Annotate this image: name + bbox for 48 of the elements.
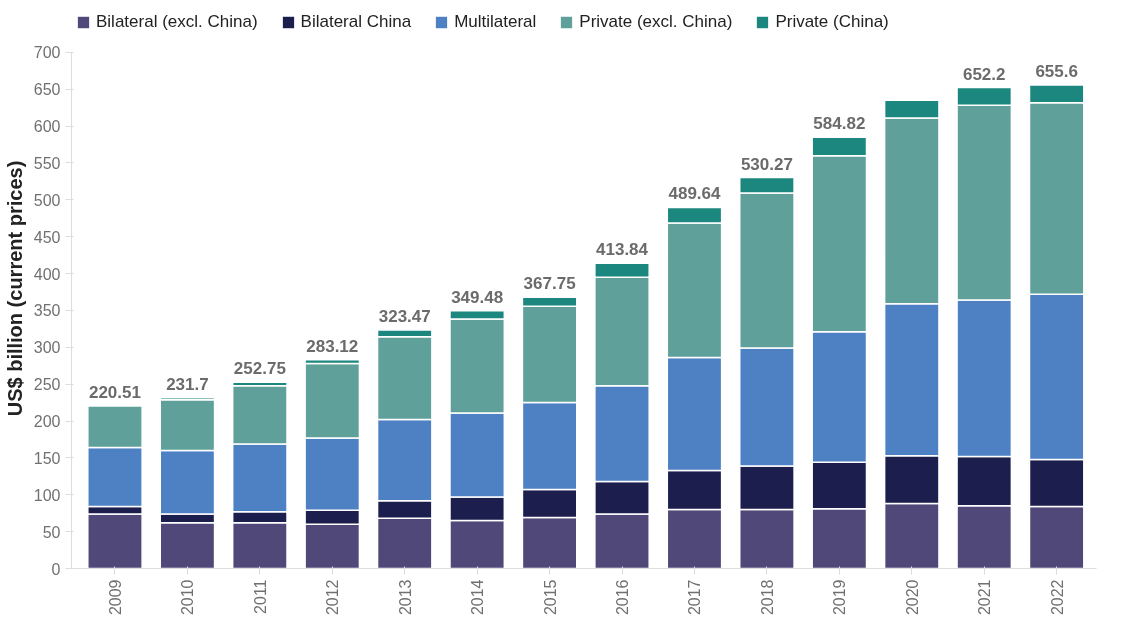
x-tick-label: 2018: [758, 579, 776, 616]
total-label: 584.82: [813, 114, 866, 134]
legend-label: Bilateral China: [300, 12, 412, 32]
legend-label: Private (excl. China): [579, 12, 733, 32]
x-tick-label: 2017: [686, 579, 704, 616]
legend-label: Multilateral: [454, 12, 537, 32]
x-tick-label: 2019: [831, 579, 849, 616]
legend-label: Bilateral (excl. China): [96, 12, 258, 32]
y-tick-label: 250: [33, 376, 61, 394]
total-label: 323.47: [378, 307, 431, 326]
total-label: 349.48: [451, 287, 504, 307]
y-tick-label: 200: [33, 413, 61, 431]
y-tick-label: 550: [33, 154, 61, 172]
y-tick-label: 350: [33, 302, 61, 320]
y-tick-label: 650: [33, 81, 61, 99]
x-tick-label: 2009: [106, 579, 124, 616]
total-label: 489.64: [668, 184, 722, 204]
x-tick-label: 2010: [179, 579, 197, 616]
total-label: 252.75: [233, 359, 286, 379]
y-tick-label: 300: [33, 339, 61, 357]
x-tick-label: 2021: [976, 579, 994, 616]
y-tick-label: 50: [42, 523, 61, 541]
y-tick-label: 700: [33, 44, 61, 62]
total-label: 413.84: [596, 240, 649, 260]
y-tick-label: 600: [33, 118, 61, 136]
legend-label: Private (China): [775, 12, 889, 32]
x-tick-label: 2014: [469, 579, 487, 616]
x-tick-label: 2020: [903, 579, 921, 616]
x-tick-label: 2012: [324, 579, 342, 616]
y-axis-title: US$ billion (current prices): [3, 160, 26, 417]
y-tick-label: 400: [33, 265, 61, 283]
total-label: 220.51: [88, 382, 141, 402]
y-tick-label: 0: [51, 560, 61, 578]
total-label: 655.6: [1035, 62, 1078, 82]
total-label: 283.12: [306, 336, 359, 356]
x-tick-label: 2016: [614, 579, 632, 616]
y-tick-label: 150: [33, 449, 61, 467]
total-label: 652.2: [962, 64, 1006, 84]
y-tick-label: 100: [33, 486, 61, 504]
total-label: 530.27: [740, 154, 793, 174]
total-label: 231.7: [166, 374, 209, 394]
x-tick-label: 2013: [396, 579, 414, 616]
x-tick-label: 2011: [251, 579, 269, 614]
y-tick-label: 500: [33, 191, 61, 209]
total-label: 367.75: [523, 274, 576, 294]
y-tick-label: 450: [33, 228, 61, 246]
x-tick-label: 2015: [541, 579, 559, 616]
x-tick-label: 2022: [1048, 579, 1066, 616]
